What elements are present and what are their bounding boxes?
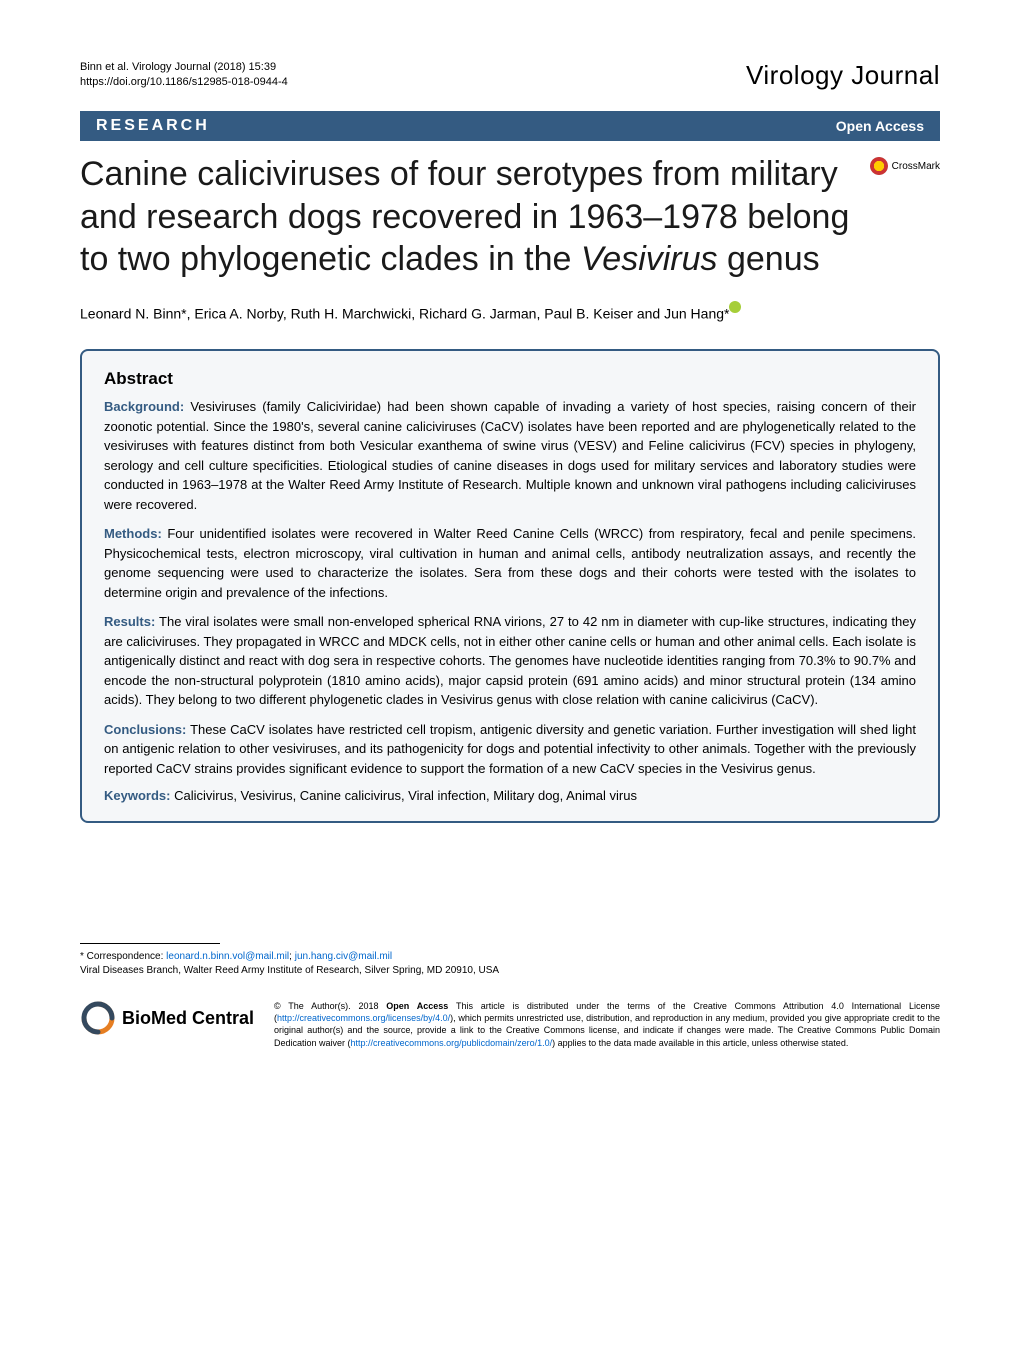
results-label: Results: <box>104 614 155 629</box>
license-link-1[interactable]: http://creativecommons.org/licenses/by/4… <box>277 1013 450 1023</box>
orcid-icon[interactable] <box>729 301 741 313</box>
article-title: Canine caliciviruses of four serotypes f… <box>80 153 858 281</box>
abstract-methods: Methods: Four unidentified isolates were… <box>104 524 916 602</box>
doi-line: https://doi.org/10.1186/s12985-018-0944-… <box>80 75 288 90</box>
title-part-2: genus <box>718 240 820 278</box>
abstract-heading: Abstract <box>104 369 916 389</box>
affiliation-text: Viral Diseases Branch, Walter Reed Army … <box>80 964 940 978</box>
section-bar: RESEARCH Open Access <box>80 111 940 141</box>
citation-line: Binn et al. Virology Journal (2018) 15:3… <box>80 60 288 75</box>
background-text: Vesiviruses (family Caliciviridae) had b… <box>104 399 916 512</box>
crossmark-label: CrossMark <box>892 161 940 172</box>
abstract-results: Results: The viral isolates were small n… <box>104 612 916 710</box>
background-label: Background: <box>104 399 184 414</box>
title-row: Canine caliciviruses of four serotypes f… <box>80 153 940 281</box>
license-open-access: Open Access <box>386 1001 448 1011</box>
license-prefix: © The Author(s). 2018 <box>274 1001 386 1011</box>
bmc-logo: BioMed Central <box>80 1000 254 1036</box>
keywords-line: Keywords: Calicivirus, Vesivirus, Canine… <box>104 788 916 803</box>
abstract-box: Abstract Background: Vesiviruses (family… <box>80 349 940 823</box>
bmc-swirl-icon <box>80 1000 116 1036</box>
license-text: © The Author(s). 2018 Open Access This a… <box>274 1000 940 1049</box>
authors-text: Leonard N. Binn*, Erica A. Norby, Ruth H… <box>80 305 729 321</box>
section-label: RESEARCH <box>96 117 210 135</box>
crossmark-badge[interactable]: CrossMark <box>870 157 940 175</box>
conclusions-label: Conclusions: <box>104 722 186 737</box>
citation-block: Binn et al. Virology Journal (2018) 15:3… <box>80 60 288 91</box>
page-container: Binn et al. Virology Journal (2018) 15:3… <box>0 0 1020 1089</box>
keywords-text: Calicivirus, Vesivirus, Canine calicivir… <box>174 788 637 803</box>
correspondence-email-1[interactable]: leonard.n.binn.vol@mail.mil <box>166 951 289 962</box>
correspondence-block: * Correspondence: leonard.n.binn.vol@mai… <box>80 950 940 978</box>
results-text: The viral isolates were small non-envelo… <box>104 614 916 707</box>
crossmark-icon <box>870 157 888 175</box>
footer-separator <box>80 943 220 944</box>
journal-name: Virology Journal <box>746 60 940 91</box>
abstract-background: Background: Vesiviruses (family Calicivi… <box>104 397 916 514</box>
authors-line: Leonard N. Binn*, Erica A. Norby, Ruth H… <box>80 301 940 322</box>
correspondence-email-2[interactable]: jun.hang.civ@mail.mil <box>295 951 392 962</box>
methods-text: Four unidentified isolates were recovere… <box>104 526 916 600</box>
abstract-conclusions: Conclusions: These CaCV isolates have re… <box>104 720 916 779</box>
conclusions-text: These CaCV isolates have restricted cell… <box>104 722 916 776</box>
keywords-label: Keywords: <box>104 788 170 803</box>
header-row: Binn et al. Virology Journal (2018) 15:3… <box>80 60 940 91</box>
license-link-2[interactable]: http://creativecommons.org/publicdomain/… <box>351 1038 553 1048</box>
title-italic: Vesivirus <box>581 240 718 278</box>
methods-label: Methods: <box>104 526 162 541</box>
license-text-3: ) applies to the data made available in … <box>552 1038 848 1048</box>
correspondence-label: * Correspondence: <box>80 951 166 962</box>
open-access-label: Open Access <box>836 118 924 134</box>
bmc-name: BioMed Central <box>122 1008 254 1029</box>
license-row: BioMed Central © The Author(s). 2018 Ope… <box>80 1000 940 1049</box>
